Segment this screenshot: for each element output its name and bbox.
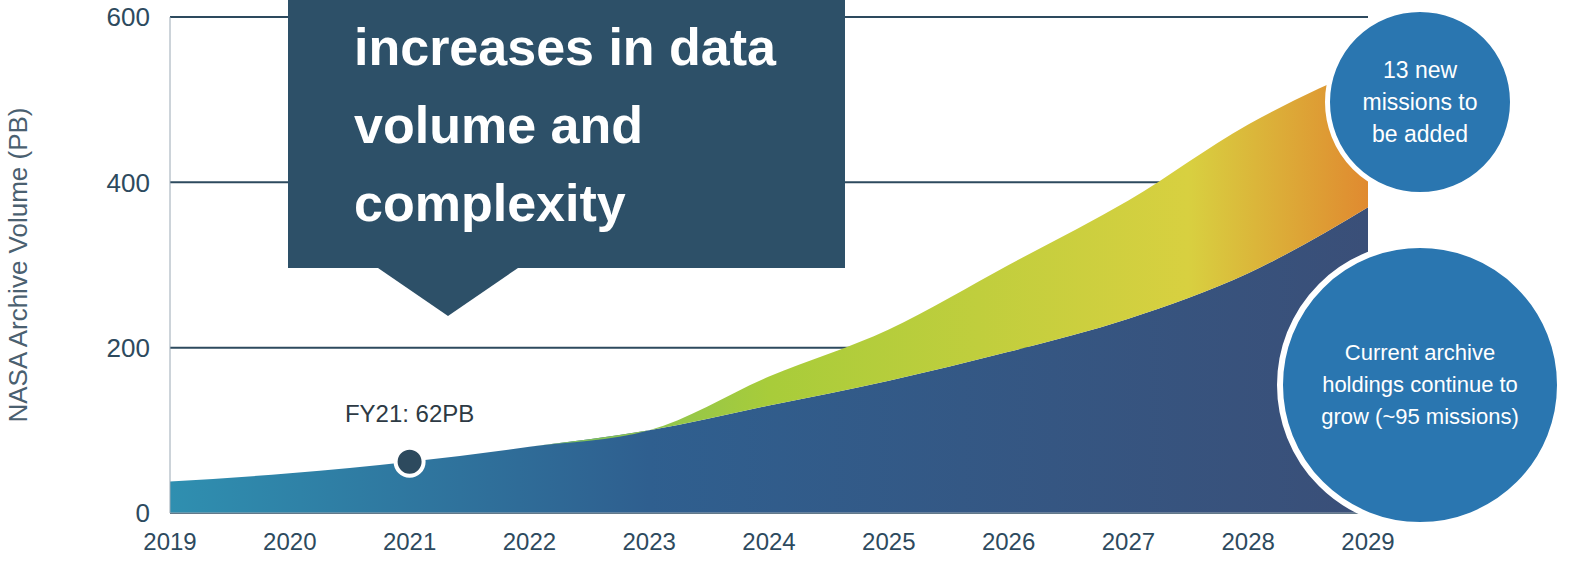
html-text:Current archive holdings conti: Current archive holdings continue to gro…	[1321, 340, 1519, 429]
svg-text:2028: 2028	[1222, 528, 1275, 555]
svg-text:FY21: 62PB: FY21: 62PB	[345, 400, 474, 427]
svg-text:NASA Archive Volume (PB): NASA Archive Volume (PB)	[3, 107, 33, 422]
svg-text:0: 0	[136, 498, 150, 528]
svg-text:2023: 2023	[623, 528, 676, 555]
svg-text:400: 400	[107, 168, 150, 198]
svg-text:2027: 2027	[1102, 528, 1155, 555]
html-text:13 new missions to be added: 13 new missions to be added	[1362, 57, 1478, 147]
html-text:increases in data volume and c: increases in data volume and complexity	[354, 18, 776, 232]
svg-text:2024: 2024	[742, 528, 795, 555]
svg-text:2021: 2021	[383, 528, 436, 555]
svg-text:2029: 2029	[1341, 528, 1394, 555]
svg-text:2022: 2022	[503, 528, 556, 555]
svg-text:200: 200	[107, 333, 150, 363]
svg-text:600: 600	[107, 2, 150, 32]
svg-text:2025: 2025	[862, 528, 915, 555]
svg-text:2020: 2020	[263, 528, 316, 555]
svg-text:2019: 2019	[143, 528, 196, 555]
svg-text:2026: 2026	[982, 528, 1035, 555]
